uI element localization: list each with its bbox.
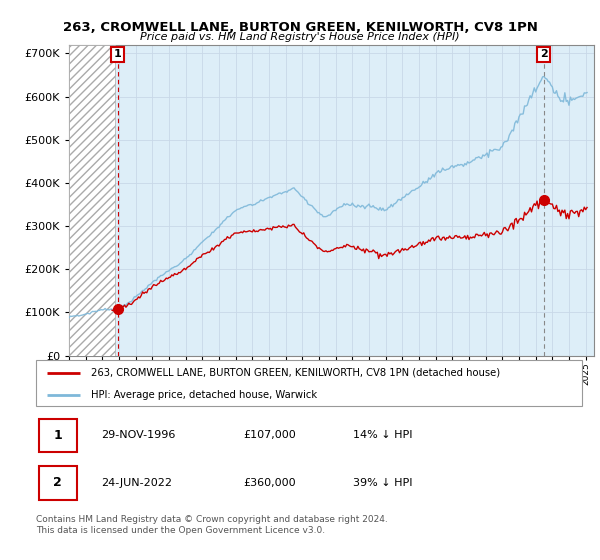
Text: 2: 2	[53, 477, 62, 489]
Text: 263, CROMWELL LANE, BURTON GREEN, KENILWORTH, CV8 1PN: 263, CROMWELL LANE, BURTON GREEN, KENILW…	[62, 21, 538, 34]
FancyBboxPatch shape	[36, 360, 582, 406]
Text: 263, CROMWELL LANE, BURTON GREEN, KENILWORTH, CV8 1PN (detached house): 263, CROMWELL LANE, BURTON GREEN, KENILW…	[91, 368, 500, 378]
Text: 14% ↓ HPI: 14% ↓ HPI	[353, 431, 412, 440]
Text: 24-JUN-2022: 24-JUN-2022	[101, 478, 173, 488]
Text: £107,000: £107,000	[244, 431, 296, 440]
Text: 1: 1	[53, 429, 62, 442]
Text: 1: 1	[113, 49, 121, 59]
Text: 2: 2	[540, 49, 548, 59]
Bar	[69, 45, 115, 356]
Text: 29-NOV-1996: 29-NOV-1996	[101, 431, 176, 440]
Text: £360,000: £360,000	[244, 478, 296, 488]
Text: Contains HM Land Registry data © Crown copyright and database right 2024.: Contains HM Land Registry data © Crown c…	[36, 515, 388, 524]
FancyBboxPatch shape	[39, 466, 77, 500]
FancyBboxPatch shape	[39, 419, 77, 452]
Text: Price paid vs. HM Land Registry's House Price Index (HPI): Price paid vs. HM Land Registry's House …	[140, 32, 460, 42]
Text: 39% ↓ HPI: 39% ↓ HPI	[353, 478, 412, 488]
Text: HPI: Average price, detached house, Warwick: HPI: Average price, detached house, Warw…	[91, 390, 317, 399]
Text: This data is licensed under the Open Government Licence v3.0.: This data is licensed under the Open Gov…	[36, 526, 325, 535]
